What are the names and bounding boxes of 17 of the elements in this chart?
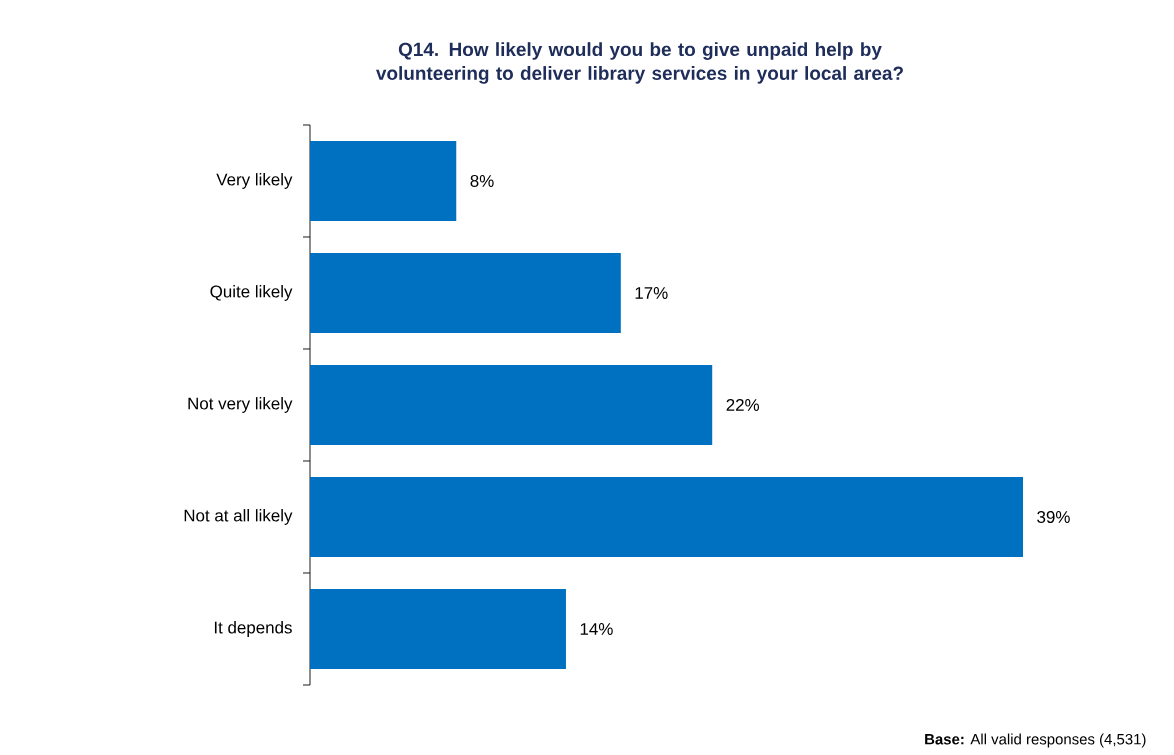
chart-title: Q14. How likely would you be to give unpaid help by volunteering to deliver library services in your local area? <box>376 42 903 84</box>
y-tick-label: Quite likely <box>210 285 293 301</box>
data-label: 22% <box>726 399 760 411</box>
text: Base: All valid responses (4,531) <box>925 733 1146 748</box>
y-tick-label: Not at all likely <box>184 509 293 525</box>
y-tick-label: Not very likely <box>188 397 293 413</box>
data-label: 14% <box>580 623 613 635</box>
bar <box>310 476 1024 557</box>
y-tick-label: It depends <box>214 621 292 637</box>
bar <box>310 364 713 445</box>
data-label: 8% <box>470 175 494 187</box>
data-label: 17% <box>635 287 668 299</box>
bar <box>310 252 621 333</box>
data-label: 39% <box>1037 510 1070 523</box>
bar <box>310 140 457 221</box>
bar <box>310 588 566 669</box>
y-tick-label: Very likely <box>216 173 293 189</box>
